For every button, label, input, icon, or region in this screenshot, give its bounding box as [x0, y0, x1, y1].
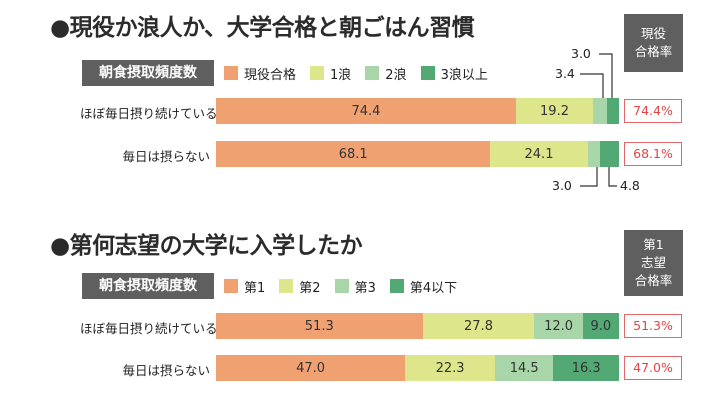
- bar-segment-2-1-0: 47.0: [216, 355, 406, 381]
- row-label-1-0: ほぼ毎日摂り続けている: [80, 106, 218, 121]
- legend-label: 第2: [299, 280, 321, 296]
- rate-box-2-1: 47.0%: [624, 356, 682, 380]
- bar-row-1-0: 74.4 19.2: [216, 98, 619, 124]
- legend-swatch: [224, 279, 238, 293]
- note-3-4: 3.4: [555, 66, 575, 81]
- chart-title-1: ●現役か浪人か、大学合格と朝ごはん習慣: [50, 15, 475, 41]
- legend-swatch: [365, 66, 380, 80]
- legend-swatch: [279, 279, 294, 293]
- chart-title-2: ●第何志望の大学に入学したか: [50, 233, 363, 259]
- rate-header-2-line2: 志望: [640, 255, 666, 270]
- bar-segment-2-0-1: 27.8: [422, 313, 535, 339]
- bar-segment-2-0-2: 12.0: [534, 313, 583, 339]
- bar-segment-1-1-0: 68.1: [216, 141, 491, 167]
- rate-header-2-line3: 合格率: [634, 273, 673, 288]
- rate-header-2: 第1 志望 合格率: [624, 230, 683, 296]
- bar-segment-1-1-3: [599, 141, 619, 167]
- legend-item-1-0: 現役合格: [224, 64, 296, 83]
- note-3-0-top: 3.0: [571, 46, 591, 61]
- callout-line-4: [608, 167, 617, 187]
- legend-2: 第1 第2 第3 第4以下: [224, 273, 471, 299]
- legend-swatch: [420, 66, 435, 80]
- note-3-0-bottom: 3.0: [552, 178, 572, 193]
- bar-segment-1-0-3: [606, 98, 619, 124]
- callout-line-2: [580, 73, 604, 98]
- bar-segment-2-1-2: 14.5: [494, 355, 554, 381]
- bar-segment-1-1-2: [587, 141, 600, 167]
- row-label-2-0: ほぼ毎日摂り続けている: [80, 321, 218, 336]
- legend-1: 現役合格 1浪 2浪 3浪以上: [224, 60, 502, 86]
- legend-item-1-3: 3浪以上: [420, 64, 488, 83]
- bar-row-2-0: 51.3 27.8 12.0 9.0: [216, 313, 619, 339]
- legend-swatch: [389, 279, 404, 293]
- rate-header-1: 現役 合格率: [624, 14, 683, 72]
- bar-segment-1-0-2: [593, 98, 607, 124]
- note-4-8: 4.8: [620, 178, 640, 193]
- legend-label: 2浪: [385, 67, 407, 83]
- legend-item-2-0: 第1: [224, 277, 265, 296]
- legend-label: 1浪: [330, 67, 352, 83]
- legend-item-1-1: 1浪: [310, 64, 351, 83]
- legend-label: 第4以下: [409, 280, 458, 296]
- legend-item-2-3: 第4以下: [389, 277, 458, 296]
- row-label-2-1: 毎日は摂らない: [122, 363, 210, 378]
- rate-box-1-1: 68.1%: [624, 142, 682, 166]
- legend-label: 第3: [354, 280, 376, 296]
- bar-segment-1-1-1: 24.1: [490, 141, 588, 167]
- legend-label: 3浪以上: [440, 67, 488, 83]
- row-label-1-1: 毎日は摂らない: [122, 149, 210, 164]
- legend-item-2-2: 第3: [334, 277, 376, 296]
- legend-label: 現役合格: [244, 67, 297, 83]
- callout-line-3: [580, 167, 598, 187]
- bar-segment-2-0-0: 51.3: [216, 313, 423, 339]
- legend-item-2-1: 第2: [279, 277, 321, 296]
- bar-segment-1-0-1: 19.2: [515, 98, 594, 124]
- bar-row-1-1: 68.1 24.1: [216, 141, 619, 167]
- bar-segment-2-0-3: 9.0: [582, 313, 619, 339]
- rate-header-1-line1: 現役: [640, 26, 666, 41]
- rate-header-1-line2: 合格率: [634, 44, 673, 59]
- rate-box-2-0: 51.3%: [624, 314, 682, 338]
- callout-line-1: [599, 53, 613, 98]
- bar-segment-2-1-3: 16.3: [553, 355, 619, 381]
- legend-item-1-2: 2浪: [365, 64, 407, 83]
- row-header-2: 朝食摂取頻度数: [82, 273, 214, 299]
- legend-label: 第1: [244, 280, 266, 296]
- legend-swatch: [334, 279, 349, 293]
- bar-segment-2-1-1: 22.3: [405, 355, 495, 381]
- row-header-1: 朝食摂取頻度数: [82, 60, 214, 86]
- rate-header-2-line1: 第1: [643, 237, 664, 252]
- rate-box-1-0: 74.4%: [624, 99, 682, 123]
- bar-row-2-1: 47.0 22.3 14.5 16.3: [216, 355, 619, 381]
- legend-swatch: [224, 66, 238, 80]
- bar-segment-1-0-0: 74.4: [216, 98, 516, 124]
- legend-swatch: [310, 66, 325, 80]
